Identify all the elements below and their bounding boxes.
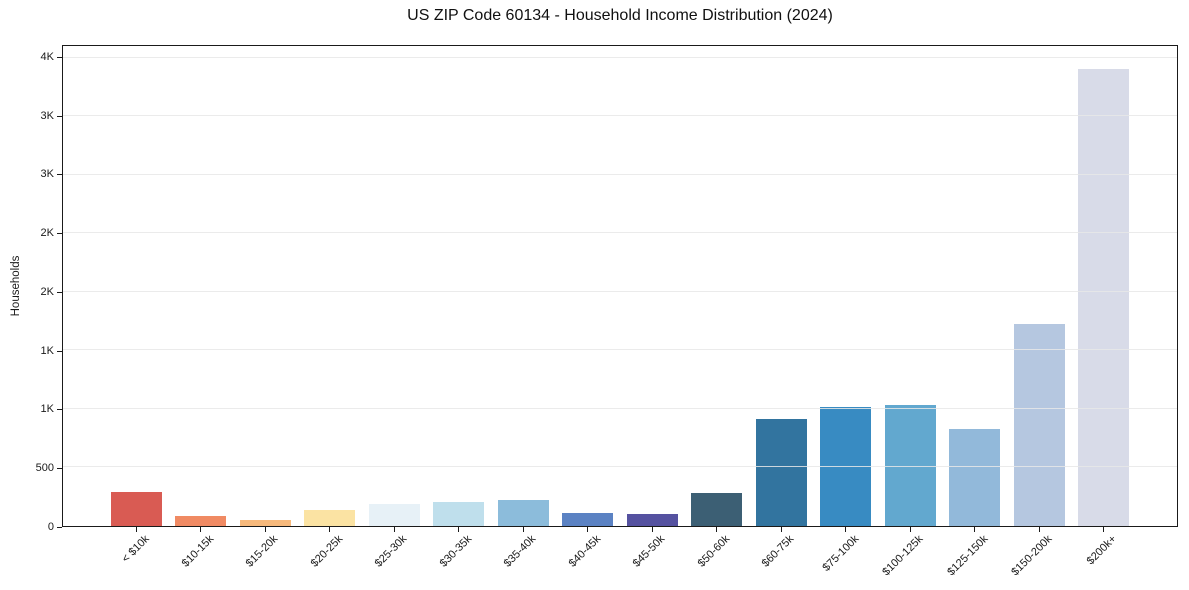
x-tick-mark [135, 527, 137, 532]
chart-title: US ZIP Code 60134 - Household Income Dis… [407, 7, 833, 24]
x-tick-label: $30-35k [437, 533, 475, 570]
bar-$25-30k [368, 504, 420, 526]
y-tick-mark [57, 468, 62, 470]
x-tick-mark [458, 527, 460, 532]
x-tick-mark [329, 527, 331, 532]
x-tick-mark [1038, 527, 1040, 532]
bar-$50-60k [691, 492, 743, 526]
bar-$200k+ [1078, 68, 1130, 526]
y-tick-mark [57, 233, 62, 235]
y-tick-mark [57, 350, 62, 352]
y-tick-label: 3K [40, 168, 54, 181]
y-tick-mark [57, 115, 62, 117]
x-tick-label: $50-60k [695, 533, 733, 570]
bar-< $10k [110, 492, 162, 526]
y-tick-label: 1K [40, 344, 54, 357]
x-tick-mark [264, 527, 266, 532]
x-tick-label: $75-100k [820, 533, 862, 574]
y-tick-mark [57, 291, 62, 293]
y-tick-label: 2K [40, 227, 54, 240]
x-tick-label: $20-25k [308, 533, 346, 570]
gridline [63, 349, 1177, 351]
bar-$10-15k [175, 516, 227, 526]
x-tick-label: $15-20k [244, 533, 281, 570]
bar-$20-25k [304, 509, 356, 526]
y-tick-mark [57, 174, 62, 176]
y-tick-label: 0 [47, 521, 54, 533]
y-tick-label: 3K [40, 109, 54, 122]
x-tick-mark [200, 527, 202, 532]
bar-$40-45k [562, 512, 614, 526]
x-tick-mark [909, 527, 911, 532]
y-tick-mark [57, 56, 62, 58]
x-tick-label: $60-75k [760, 533, 797, 570]
bar-$30-35k [433, 502, 485, 526]
y-tick-mark [57, 527, 62, 528]
x-tick-label: $35-40k [502, 533, 539, 570]
bar-$125-150k [949, 428, 1001, 526]
bar-$100-125k [884, 404, 936, 526]
gridline [63, 115, 1177, 117]
x-tick-label: $25-30k [373, 533, 410, 570]
x-tick-label: $125-150k [944, 533, 991, 579]
plot-area [62, 45, 1178, 527]
x-tick-label: $100-125k [880, 533, 926, 579]
x-tick-mark [1103, 527, 1105, 532]
x-tick-label: $45-50k [631, 533, 668, 570]
gridline [63, 290, 1177, 292]
x-tick-label: $10-15k [179, 533, 217, 570]
bar-$15-20k [239, 519, 291, 526]
x-tick-label: $40-45k [566, 533, 604, 570]
x-tick-mark [974, 527, 976, 532]
x-tick-mark [587, 527, 589, 532]
x-tick-mark [780, 527, 782, 532]
gridline [63, 56, 1177, 58]
x-tick-label: $200k+ [1085, 533, 1120, 568]
bar-$35-40k [497, 499, 549, 526]
x-tick-mark [522, 527, 524, 532]
gridline [63, 173, 1177, 175]
x-tick-mark [393, 527, 395, 532]
x-tick-label: $150-200k [1009, 533, 1055, 579]
y-tick-label: 2K [40, 285, 54, 298]
x-tick-mark [716, 527, 718, 532]
y-tick-mark [57, 409, 62, 411]
y-tick-label: 4K [40, 50, 54, 63]
gridline [63, 466, 1177, 468]
x-tick-label: < $10k [119, 533, 152, 566]
bar-$60-75k [755, 418, 807, 526]
gridline [63, 407, 1177, 409]
bar-$150-200k [1013, 324, 1065, 526]
y-tick-label: 500 [35, 462, 54, 475]
x-tick-mark [845, 527, 847, 532]
x-tick-mark [651, 527, 653, 532]
bar-$45-50k [626, 514, 678, 526]
y-tick-label: 1K [40, 403, 54, 416]
gridline [63, 232, 1177, 234]
